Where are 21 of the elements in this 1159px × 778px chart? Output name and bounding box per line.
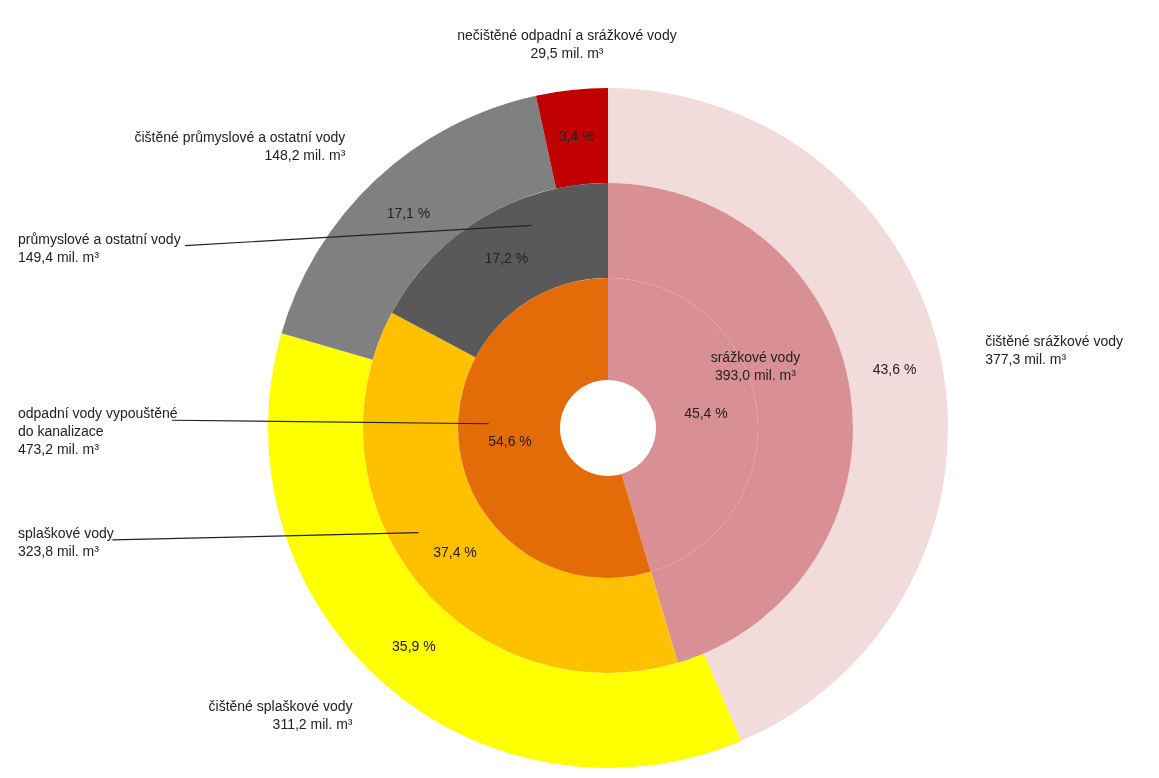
slice-label: čištěné průmyslové a ostatní vody 148,2 mil. m³ bbox=[134, 128, 346, 163]
data-label: 45,4 % bbox=[684, 404, 728, 421]
slice-label: průmyslové a ostatní vody 149,4 mil. m³ bbox=[18, 230, 181, 265]
donut-slice bbox=[608, 183, 853, 663]
data-label: 3,4 % bbox=[558, 127, 595, 144]
slice-label: nečištěné odpadní a srážkové vody 29,5 mil. m³ bbox=[457, 26, 677, 61]
data-label: 37,4 % bbox=[433, 543, 477, 560]
data-label: 35,9 % bbox=[392, 637, 436, 654]
data-label: 17,2 % bbox=[484, 249, 529, 266]
donut-slice bbox=[363, 312, 678, 673]
donut-slice bbox=[535, 88, 608, 189]
donut-slice bbox=[458, 278, 651, 578]
data-label: 43,6 % bbox=[872, 360, 917, 377]
donut-slice bbox=[608, 88, 948, 741]
data-label: 54,6 % bbox=[488, 432, 532, 449]
slice-label: čištěné splaškové vody 311,2 mil. m³ bbox=[208, 697, 353, 732]
slice-label: odpadní vody vypouštěné do kanalizace 473,2 mil. m³ bbox=[18, 404, 178, 457]
slice-label: čištěné srážkové vody 377,3 mil. m³ bbox=[985, 332, 1123, 367]
slice-label: splaškové vody 323,8 mil. m³ bbox=[18, 524, 114, 559]
slice-label: srážkové vody 393,0 mil. m³ bbox=[710, 348, 801, 383]
data-label: 17,1 % bbox=[386, 204, 431, 221]
